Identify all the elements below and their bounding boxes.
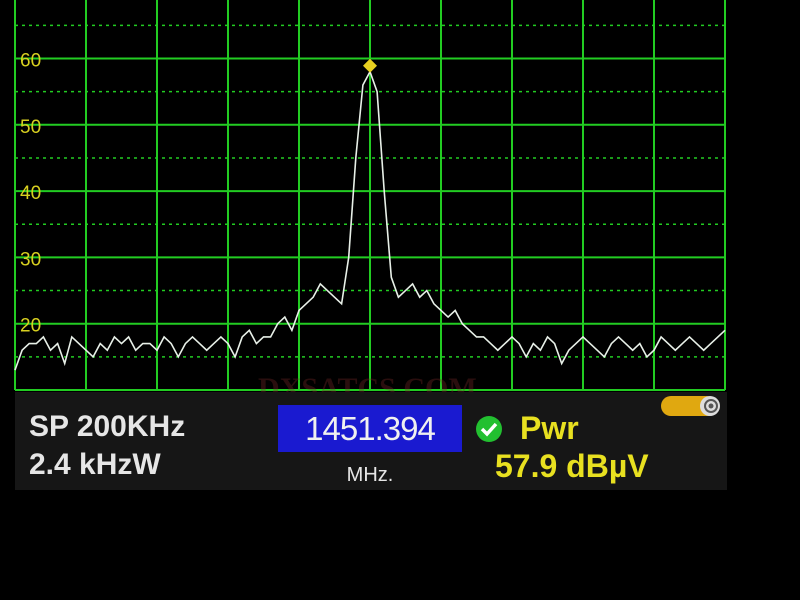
y-tick-label: 20: [20, 316, 41, 337]
y-tick-label: 40: [20, 183, 41, 204]
measure-value: 57.9 dBµV: [495, 448, 649, 484]
battery-icon: [661, 396, 720, 416]
span-readout: SP 200KHz: [29, 410, 186, 443]
rbw-readout: 2.4 kHzW: [29, 448, 161, 481]
y-tick-label: 50: [20, 117, 41, 138]
measure-label: Pwr: [520, 410, 579, 446]
frequency-field[interactable]: 1451.394: [278, 405, 462, 452]
y-tick-label: 30: [20, 249, 41, 270]
y-tick-label: 70: [20, 0, 41, 5]
check-circle-icon: [476, 416, 502, 442]
peak-marker: [363, 58, 377, 73]
spectrum-plot: 20 30 40 50 60 70: [14, 0, 726, 391]
frequency-value: 1451.394: [305, 410, 436, 447]
y-tick-label: 60: [20, 51, 41, 72]
status-panel: SP 200KHz 2.4 kHzW 1451.394 MHz. Pwr 57.…: [15, 392, 727, 490]
frequency-unit: MHz.: [346, 464, 394, 486]
